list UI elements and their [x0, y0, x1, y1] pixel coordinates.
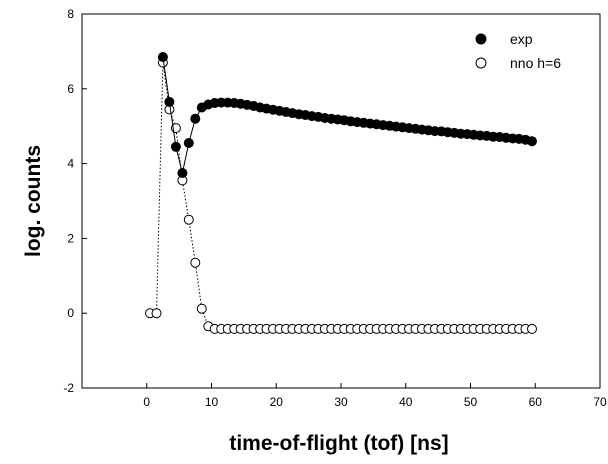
data-point-exp — [164, 96, 175, 107]
x-tick-label: 10 — [205, 395, 219, 409]
axis-ticks: 0 10 20 30 40 50 60 70 -2 0 2 4 6 8 — [63, 7, 607, 409]
x-tick-label: 30 — [334, 395, 348, 409]
y-tick-label: 2 — [67, 231, 74, 245]
legend: exp nno h=6 — [475, 31, 561, 71]
legend-marker-nno — [475, 57, 487, 69]
y-tick-label: 4 — [67, 157, 74, 171]
data-point-exp — [183, 138, 194, 148]
x-tick-label: 60 — [529, 395, 543, 409]
legend-marker-exp — [475, 33, 487, 45]
data-point-exp — [157, 52, 168, 62]
x-tick-label: 0 — [143, 395, 150, 409]
data-point-nno-h-6 — [190, 257, 201, 268]
y-tick-label: -2 — [63, 381, 74, 395]
series-line-exp — [162, 56, 533, 174]
legend-label-exp: exp — [510, 31, 533, 47]
data-point-exp — [527, 136, 537, 147]
data-point-exp — [177, 168, 188, 178]
data-point-nno-h-6 — [183, 214, 194, 225]
y-tick-label: 6 — [67, 82, 74, 96]
y-tick-label: 8 — [67, 7, 74, 21]
y-axis-label: log. counts — [22, 145, 45, 257]
series-layer — [145, 52, 537, 334]
x-axis-label: time-of-flight (tof) [ns] — [229, 432, 448, 455]
data-point-nno-h-6 — [196, 303, 207, 314]
data-point-exp — [170, 141, 181, 152]
legend-label-nno: nno h=6 — [510, 55, 561, 71]
x-tick-label: 20 — [270, 395, 284, 409]
data-point-nno-h-6 — [527, 323, 537, 334]
y-tick-label: 0 — [67, 306, 74, 320]
data-point-nno-h-6 — [151, 308, 162, 319]
x-tick-label: 50 — [464, 395, 478, 409]
x-tick-label: 70 — [593, 395, 607, 409]
data-point-exp — [190, 113, 201, 124]
x-tick-label: 40 — [399, 395, 413, 409]
